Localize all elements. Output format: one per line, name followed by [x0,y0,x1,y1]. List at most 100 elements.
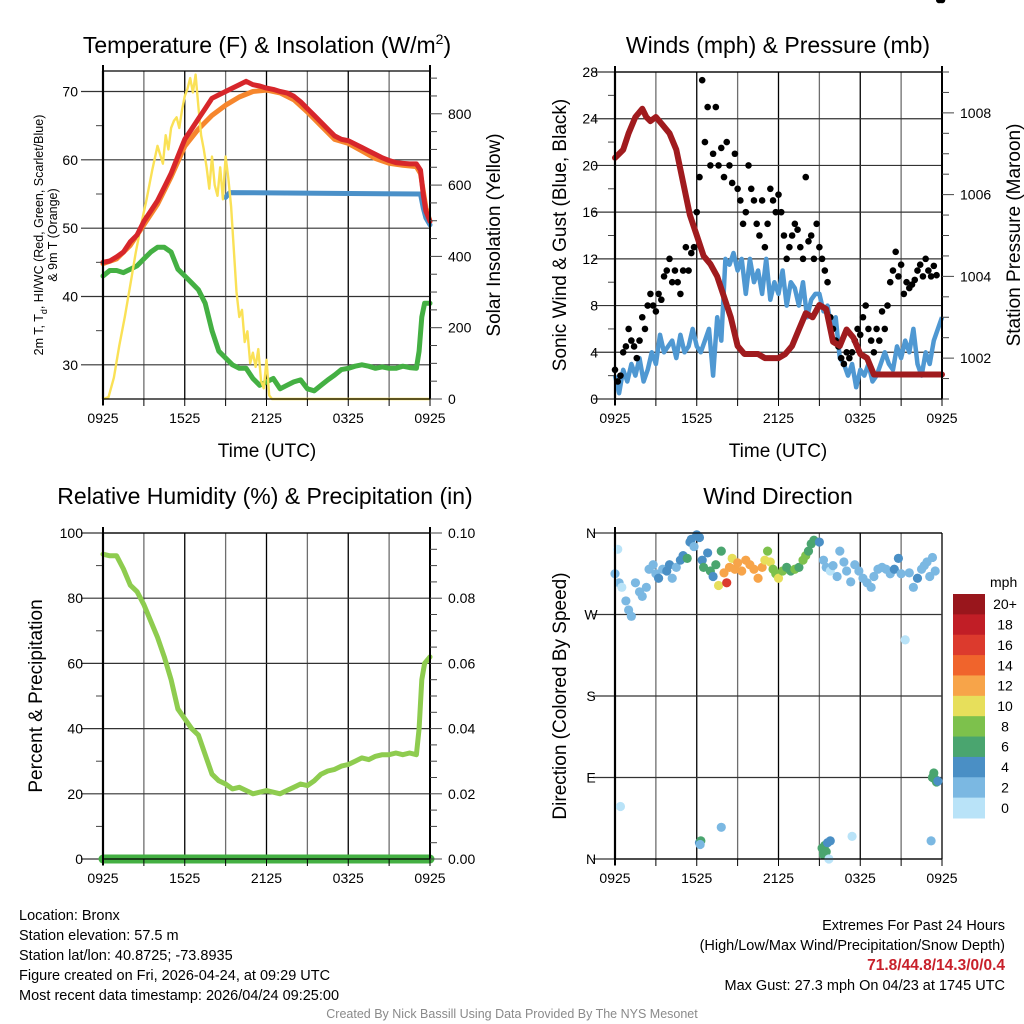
y-tick-label: 80 [67,590,83,606]
heat-index-windchill-line [223,190,433,228]
speed-color-legend: mph 20+ 18 16 14 12 10 8 6 4 2 0 [953,574,1017,819]
gust-point [870,348,878,356]
y2-tick-label: 400 [448,248,472,264]
wind-direction-point [711,560,721,570]
gust-point [717,144,725,152]
gust-point [652,308,660,315]
wind-panel: Winds (mph) & Pressure (mb) 0925 1525 2125… [550,0,1024,462]
y2-tick-label: 800 [448,106,472,122]
gust-point [867,337,875,344]
recent-timestamp-text: Most recent data timestamp: 2026/04/24 0… [19,988,340,1004]
gust-point [889,267,897,274]
rh-y-axis-label: Percent & Precipitation [26,599,47,792]
x-tick-label: 0925 [926,870,957,886]
gust-point [802,173,810,181]
x-tick-label: 0925 [599,410,630,426]
extremes-info: Extremes For Past 24 Hours (High/Low/Max… [700,916,1005,996]
wind-direction-point [889,564,899,574]
gust-point [696,173,703,181]
gust-point [938,0,946,4]
y2-tick-label: 0.06 [448,655,475,671]
gust-point [813,220,820,228]
wind-direction-point [839,557,849,567]
gust-point [886,278,894,286]
legend-label: 10 [997,698,1013,714]
y2-tick-label: 200 [448,320,472,336]
gust-point [726,162,733,169]
solar-insolation-line [101,73,432,401]
gust-point [720,173,728,181]
gust-point [745,162,752,169]
y-tick-label: 0 [75,851,83,867]
y2-tick-label: 1006 [960,187,991,203]
legend-color-swatch [953,695,985,717]
gust-point [818,255,826,263]
gust-point [633,354,641,362]
gust-point [715,162,722,169]
gust-point [622,343,630,350]
latlon-text: Station lat/lon: 40.8725; -73.8935 [19,948,233,964]
y-tick-label: 20 [582,157,598,173]
extremes-description: (High/Low/Max Wind/Precipitation/Snow De… [699,938,1005,954]
y2-tick-label: 0 [448,391,456,407]
y-tick-label: 4 [590,344,598,360]
gust-point [862,302,869,309]
gust-point [668,278,676,286]
gust-point [859,313,867,321]
gust-point [647,290,654,298]
solar-y2-axis-label: Solar Insolation (Yellow) [484,133,505,336]
wind-direction-point [846,577,856,587]
wind-direction-point [667,573,677,583]
gust-point [895,273,902,280]
gust-point [914,267,921,274]
wind-direction-point [733,558,743,568]
legend-label: 20+ [993,596,1017,612]
temp-y-axis-label-line2: & 9m T (Orange) [46,188,60,281]
relative-humidity-line [100,551,433,797]
gust-point [734,185,741,193]
wind-direction-point [773,573,784,583]
gust-point [916,261,924,268]
wind-direction-panel: Wind Direction 0925 1525 2125 0325 0925NESWN… [550,483,1017,886]
wind-direction-point [854,566,864,576]
legend-color-swatch [953,756,985,778]
wind-direction-point [697,555,707,565]
wind-direction-point [930,566,940,576]
legend-label: 6 [1001,739,1009,755]
gust-point [854,325,861,333]
credit-text: Created By Nick Bassill Using Data Provi… [326,1007,698,1021]
x-tick-label: 0925 [414,870,445,886]
wind-direction-point [737,566,747,576]
station-info: Location: Bronx Station elevation: 57.5 … [19,906,339,1006]
gust-point [881,325,889,333]
y2-tick-label: 0.10 [448,525,475,541]
gust-point [636,337,643,344]
legend-label: 2 [1001,779,1009,795]
gust-point [628,337,635,344]
max-gust-text: Max Gust: 27.3 mph On 04/23 at 1745 UTC [724,978,1005,994]
wind-direction-point [648,560,658,570]
wind-direction-point [722,578,732,588]
gust-point [750,197,758,204]
wind-direction-point [912,573,923,583]
wind-direction-point [695,839,705,850]
gust-point [775,191,782,198]
gust-point [693,208,701,216]
wind-direction-point [615,801,626,812]
x-tick-label: 1525 [169,410,200,426]
gust-point [747,185,755,193]
extremes-values: 71.8/44.8/14.3/0/0.4 [867,957,1005,974]
wind-chart-title: Winds (mph) & Pressure (mb) [626,32,930,58]
gust-point [638,313,646,321]
gust-point [837,354,845,362]
y-tick-label: 16 [582,204,598,220]
gust-point [843,348,850,356]
legend-label: 14 [997,657,1013,673]
legend-label: 12 [997,678,1013,694]
wind-direction-point [626,611,636,621]
y2-tick-label: 1004 [960,268,991,284]
gust-point [753,220,760,228]
gust-point [660,273,668,280]
y-tick-label: 40 [62,289,78,305]
